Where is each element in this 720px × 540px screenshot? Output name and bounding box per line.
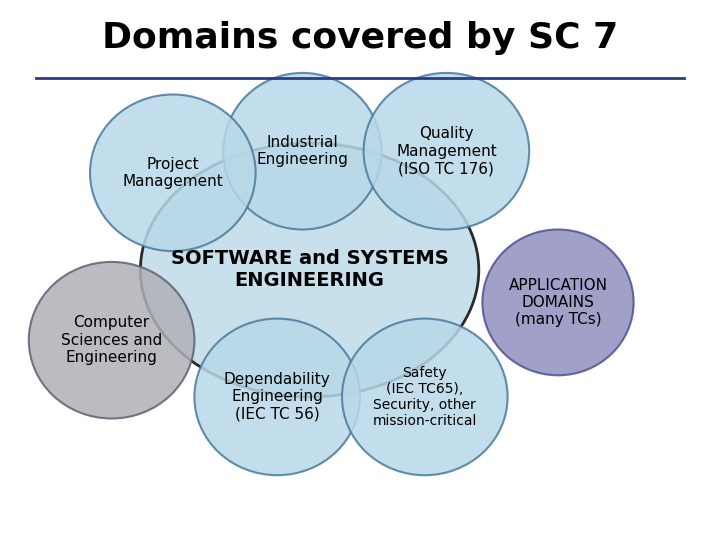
Text: Industrial
Engineering: Industrial Engineering bbox=[256, 135, 348, 167]
Ellipse shape bbox=[342, 319, 508, 475]
Ellipse shape bbox=[482, 230, 634, 375]
Ellipse shape bbox=[90, 94, 256, 251]
Ellipse shape bbox=[364, 73, 529, 230]
Text: Dependability
Engineering
(IEC TC 56): Dependability Engineering (IEC TC 56) bbox=[224, 372, 330, 422]
Ellipse shape bbox=[140, 143, 479, 397]
Ellipse shape bbox=[223, 73, 382, 230]
Text: Project
Management: Project Management bbox=[122, 157, 223, 189]
Ellipse shape bbox=[194, 319, 360, 475]
Text: APPLICATION
DOMAINS
(many TCs): APPLICATION DOMAINS (many TCs) bbox=[508, 278, 608, 327]
Ellipse shape bbox=[29, 262, 194, 418]
Text: SOFTWARE and SYSTEMS
ENGINEERING: SOFTWARE and SYSTEMS ENGINEERING bbox=[171, 249, 449, 291]
Text: Domains covered by SC 7: Domains covered by SC 7 bbox=[102, 21, 618, 55]
Text: Safety
(IEC TC65),
Security, other
mission-critical: Safety (IEC TC65), Security, other missi… bbox=[373, 366, 477, 428]
Text: Computer
Sciences and
Engineering: Computer Sciences and Engineering bbox=[61, 315, 162, 365]
Text: Quality
Management
(ISO TC 176): Quality Management (ISO TC 176) bbox=[396, 126, 497, 176]
